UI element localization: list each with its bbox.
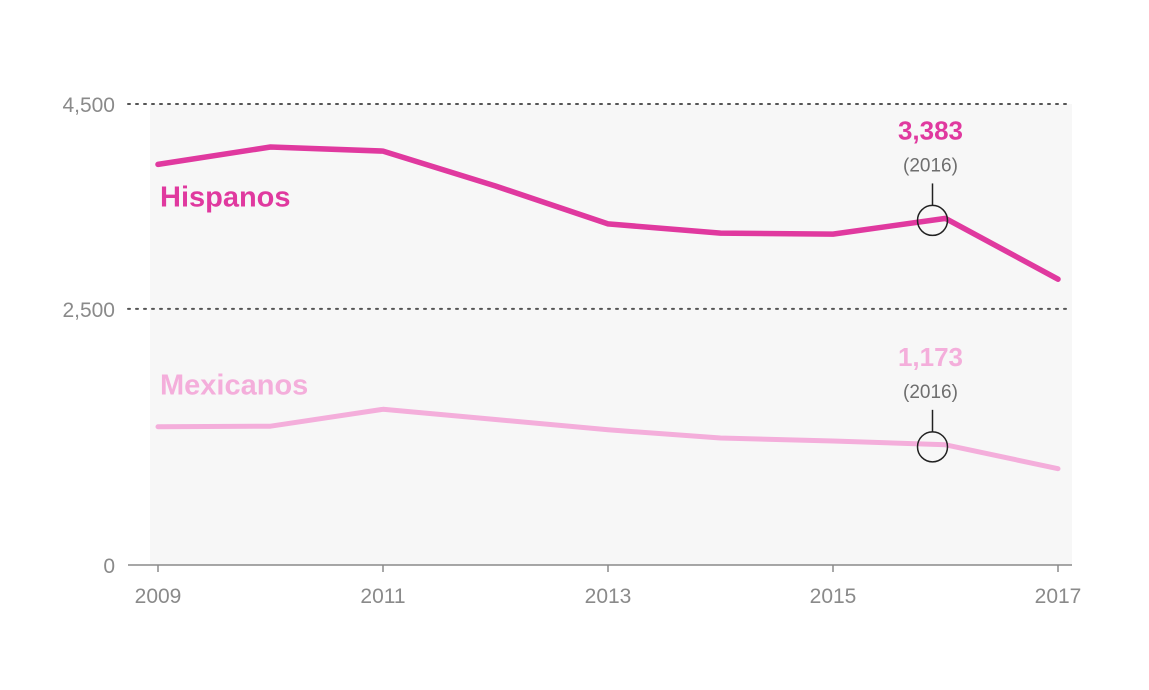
callout-year-note: (2016) <box>903 155 958 176</box>
callout-value: 1,173 <box>898 342 963 372</box>
x-tick-label: 2011 <box>360 585 405 608</box>
y-tick-label: 4,500 <box>62 94 115 117</box>
series-lines <box>155 144 1061 472</box>
x-tick-label: 2009 <box>135 585 182 608</box>
series-line-hispanos <box>155 144 1061 282</box>
series-name-label: Hispanos <box>160 181 291 213</box>
y-tick-label: 2,500 <box>62 299 115 322</box>
x-tick-label: 2017 <box>1035 585 1082 608</box>
annotations: Hispanos (2016) 3,383 Mexicanos (2016) 1,173 <box>160 115 963 463</box>
plot-background <box>150 104 1072 565</box>
x-axis: 2009 2011 2013 2015 2017 <box>128 564 1082 608</box>
callout-year-note: (2016) <box>903 382 958 403</box>
gridlines: 4,500 2,500 0 <box>62 94 1073 578</box>
series-name-label: Mexicanos <box>160 370 308 402</box>
series-line-mexicanos <box>155 406 1061 472</box>
callout-value: 3,383 <box>898 115 963 145</box>
x-tick-label: 2013 <box>585 585 632 608</box>
x-tick-label: 2015 <box>810 585 857 608</box>
y-tick-label: 0 <box>103 555 115 578</box>
